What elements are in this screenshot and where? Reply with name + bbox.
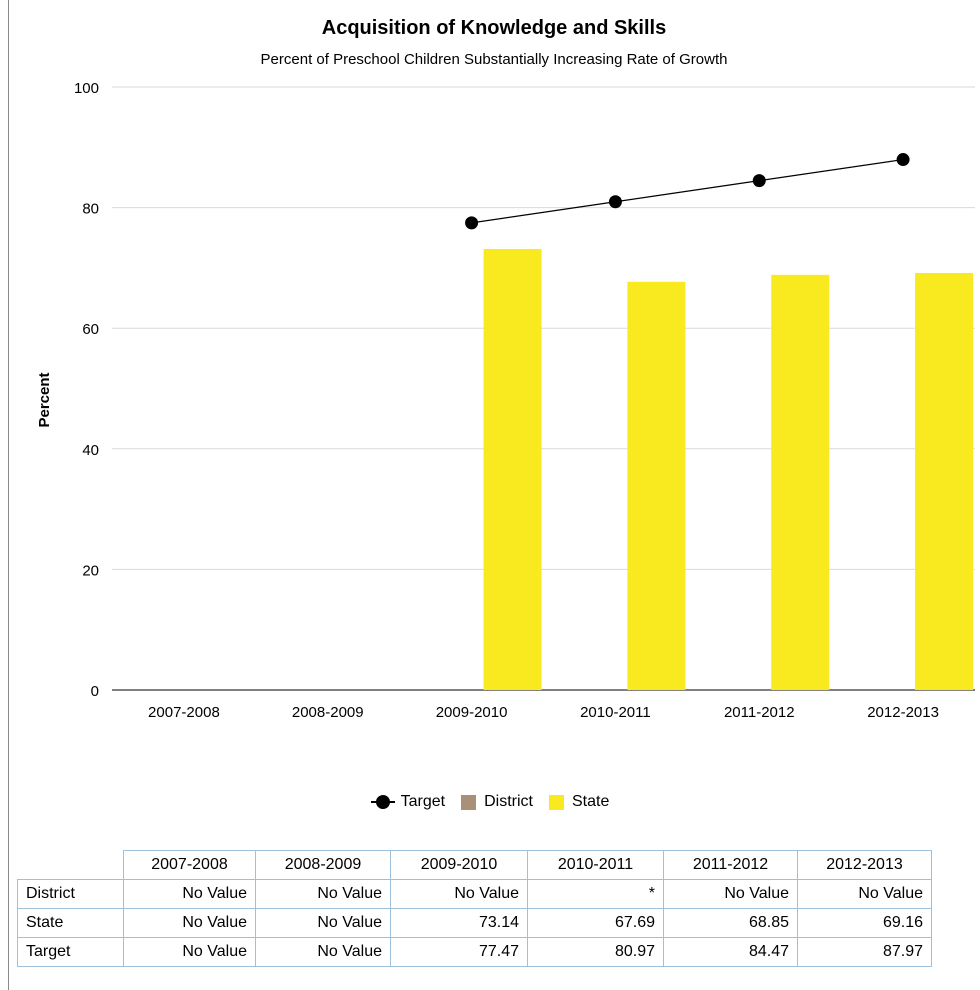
y-tick-label: 80 [82,201,99,218]
y-tick-label: 60 [82,321,99,338]
table-header-row: 2007-2008 2008-2009 2009-2010 2010-2011 … [17,850,932,880]
target-line [465,153,910,230]
bars [483,248,974,690]
chart-frame [8,0,979,990]
table-cell: No Value [390,879,528,909]
table-cell: 69.16 [797,908,932,938]
legend-label-district: District [484,793,533,810]
table-cell: No Value [797,879,932,909]
legend-label-state: State [572,793,610,810]
table-cell: No Value [255,879,391,909]
x-tick-label: 2010-2011 [580,704,651,721]
table-header-cell: 2012-2013 [797,850,932,880]
table-header-cell: 2007-2008 [123,850,256,880]
y-axis-ticks: 0 20 40 60 80 100 [74,80,99,700]
legend-item-district[interactable]: District [461,793,533,811]
gridlines [112,86,975,691]
table-cell: 87.97 [797,937,932,967]
table-header-cell: 2008-2009 [255,850,391,880]
x-tick-label: 2012-2013 [867,704,939,721]
target-point [465,216,479,230]
target-point [752,174,766,188]
x-tick-label: 2007-2008 [148,704,220,721]
target-marker-icon [370,794,395,810]
bar-state [483,248,542,690]
state-swatch-icon [549,794,564,810]
y-axis-label: Percent [36,372,53,427]
table-row-target: Target No Value No Value 77.47 80.97 84.… [17,937,932,967]
table-cell: 77.47 [390,937,528,967]
table-cell: No Value [663,879,798,909]
table-header-cell: 2010-2011 [527,850,664,880]
table-cell: No Value [123,908,256,938]
table-cell: 68.85 [663,908,798,938]
x-tick-label: 2011-2012 [724,704,795,721]
x-tick-label: 2009-2010 [436,704,508,721]
table-cell: 67.69 [527,908,664,938]
x-axis-ticks: 2007-2008 2008-2009 2009-2010 2010-2011 2011… [148,704,939,721]
legend-item-target[interactable]: Target [370,793,446,811]
bar-state [771,274,830,690]
legend-item-state[interactable]: State [549,793,609,811]
row-label: District [17,879,124,909]
data-table: 2007-2008 2008-2009 2009-2010 2010-2011 … [17,850,932,967]
table-header-cell: 2009-2010 [390,850,528,880]
table-cell: 73.14 [390,908,528,938]
table-cell: No Value [123,879,256,909]
table-corner [17,850,124,880]
table-header-cell: 2011-2012 [663,850,798,880]
table-cell: 80.97 [527,937,664,967]
chart-canvas: Acquisition of Knowledge and Skills Perc… [36,17,975,721]
table-cell: 84.47 [663,937,798,967]
target-line-path [471,158,904,224]
chart-subtitle: Percent of Preschool Children Substantia… [261,51,728,68]
table-cell: No Value [123,937,256,967]
y-tick-label: 40 [82,442,99,459]
table-cell: No Value [255,937,391,967]
row-label: Target [17,937,124,967]
table-row-district: District No Value No Value No Value * No… [17,879,932,909]
target-point [608,195,622,209]
table-cell: * [527,879,664,909]
target-point [896,153,910,167]
bar-state [915,272,974,690]
row-label: State [17,908,124,938]
legend-label-target: Target [400,793,446,810]
table-row-state: State No Value No Value 73.14 67.69 68.8… [17,908,932,938]
y-tick-label: 0 [91,683,99,700]
district-swatch-icon [461,794,477,810]
chart-title: Acquisition of Knowledge and Skills [322,17,666,39]
y-tick-label: 100 [74,80,99,97]
bar-state [627,281,686,690]
y-tick-label: 20 [82,562,99,579]
table-cell: No Value [255,908,391,938]
legend: Target District State [0,793,980,811]
x-tick-label: 2008-2009 [292,704,364,721]
